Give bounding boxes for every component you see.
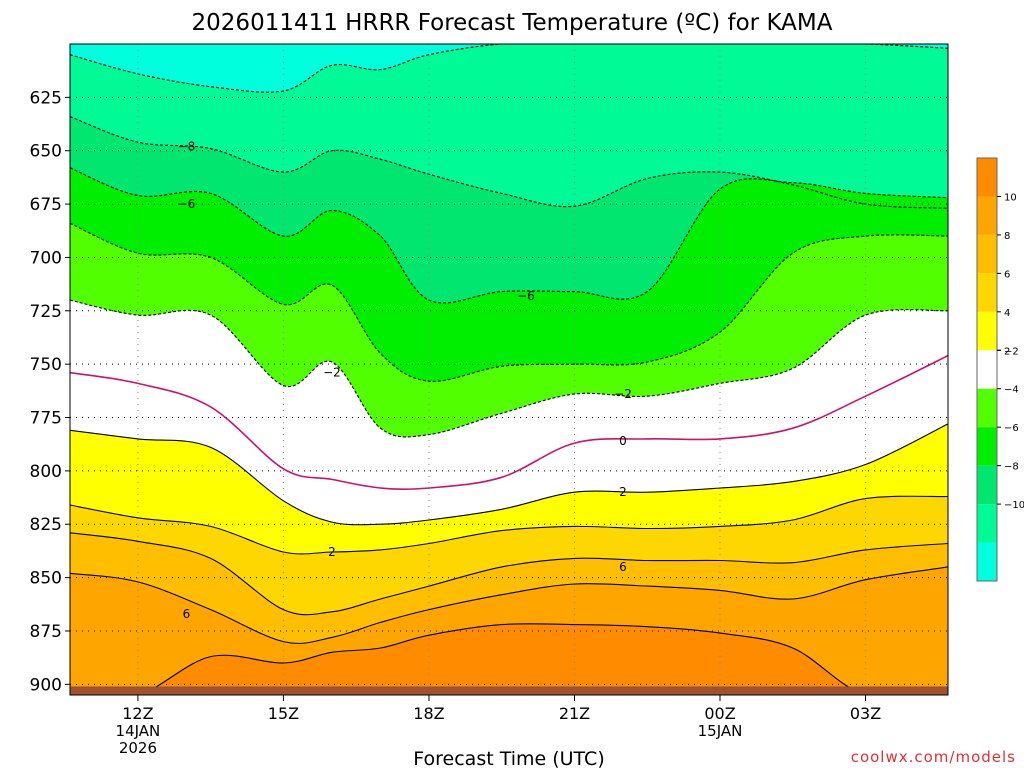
ground-surface <box>70 686 948 695</box>
colorbar-label: 4 <box>1004 308 1010 319</box>
y-tick-label: 875 <box>30 622 62 642</box>
colorbar-label: 8 <box>1004 231 1010 242</box>
isotherm-label: −2 <box>323 366 341 380</box>
isotherm-label: 6 <box>183 607 191 621</box>
isotherm-label: −6 <box>178 197 196 211</box>
colorbar-swatch <box>977 273 997 312</box>
y-axis: 625 650 675 700 725 750 775 800 825 850 875 900 <box>30 88 70 695</box>
isotherm-10 <box>70 623 948 695</box>
colorbar-swatch <box>977 465 997 505</box>
colorbar-legend: 10 8 6 4 2−2 −4 −6 −8 −10 <box>976 157 1024 582</box>
plot-area: −8 −6 −6 −2 −2 0 2 2 6 6 <box>70 44 948 695</box>
x-tick-label: 21Z <box>559 704 590 723</box>
isotherm-label: −6 <box>517 289 535 303</box>
colorbar-label: 2 <box>1004 346 1010 357</box>
isotherm-0 <box>70 354 948 490</box>
y-tick-label: 800 <box>30 462 62 482</box>
isotherm-2 <box>70 423 948 526</box>
y-tick-label: 850 <box>30 569 62 589</box>
x-tick-label: 15Z <box>268 704 299 723</box>
y-tick-label: 825 <box>30 515 62 535</box>
isotherm-8 <box>70 566 948 644</box>
isotherm-lines <box>70 44 948 695</box>
isotherm-label: 2 <box>619 485 627 499</box>
y-tick-label: 900 <box>30 675 62 695</box>
colorbar-swatch <box>977 311 997 351</box>
colorbar-label: −10 <box>1004 500 1024 511</box>
colorbar-label: −8 <box>1004 462 1019 473</box>
y-tick-label: 775 <box>30 409 62 429</box>
y-tick-label: 625 <box>30 88 62 108</box>
isotherm-label: 0 <box>619 434 627 448</box>
isotherm--8 <box>70 116 948 209</box>
watermark: coolwx.com/models <box>851 748 1016 766</box>
colorbar-label: 10 <box>1004 192 1017 203</box>
fill-band-above-10 <box>70 623 948 695</box>
y-tick-label: 675 <box>30 195 62 215</box>
colorbar-label: −4 <box>1004 385 1019 396</box>
colorbar-swatch <box>977 234 997 274</box>
colorbar-label: −6 <box>1004 423 1019 434</box>
colorbar-swatch <box>977 542 997 581</box>
y-tick-label: 700 <box>30 248 62 268</box>
isotherm-label: 2 <box>328 545 336 559</box>
plot-frame <box>69 43 949 696</box>
isotherm-label: −8 <box>178 139 196 153</box>
y-tick-label: 750 <box>30 355 62 375</box>
y-tick-label: 725 <box>30 302 62 322</box>
isotherm-4 <box>70 495 948 555</box>
isotherm-label: −2 <box>614 387 632 401</box>
isotherm-label: 6 <box>619 560 627 574</box>
x-tick-label: 12Z <box>122 704 153 723</box>
x-tick-date-label: 14JAN <box>116 722 161 740</box>
isotherm--6 <box>70 167 948 304</box>
isotherm--10 <box>70 44 948 93</box>
isotherm--2 <box>70 299 948 438</box>
isotherm--4 <box>70 222 948 382</box>
colorbar-label: −2 <box>1004 346 1019 357</box>
x-tick-label: 18Z <box>413 704 444 723</box>
colorbar-frame <box>976 157 998 582</box>
x-tick-label: 03Z <box>850 704 881 723</box>
x-tick-date-label: 15JAN <box>698 722 743 740</box>
x-tick-label: 00Z <box>704 704 735 723</box>
x-tick-year-label: 2026 <box>119 739 157 757</box>
colorbar-swatch <box>977 196 997 235</box>
colorbar-swatch <box>977 427 997 466</box>
ground-surface-band <box>70 686 948 695</box>
grid-lines <box>70 44 948 695</box>
isotherm-6 <box>70 532 948 616</box>
x-axis-title: Forecast Time (UTC) <box>413 748 604 768</box>
colorbar-label: 6 <box>1004 269 1010 280</box>
colorbar-swatch <box>977 388 997 428</box>
isotherm-labels: −8 −6 −6 −2 −2 0 2 2 6 6 <box>178 139 632 620</box>
y-tick-label: 650 <box>30 142 62 162</box>
colorbar-swatch <box>977 504 997 543</box>
colorbar-swatch <box>977 158 997 197</box>
colorbar-swatch <box>977 350 997 389</box>
chart-title: 2026011411 HRRR Forecast Temperature (ºC… <box>192 10 833 36</box>
